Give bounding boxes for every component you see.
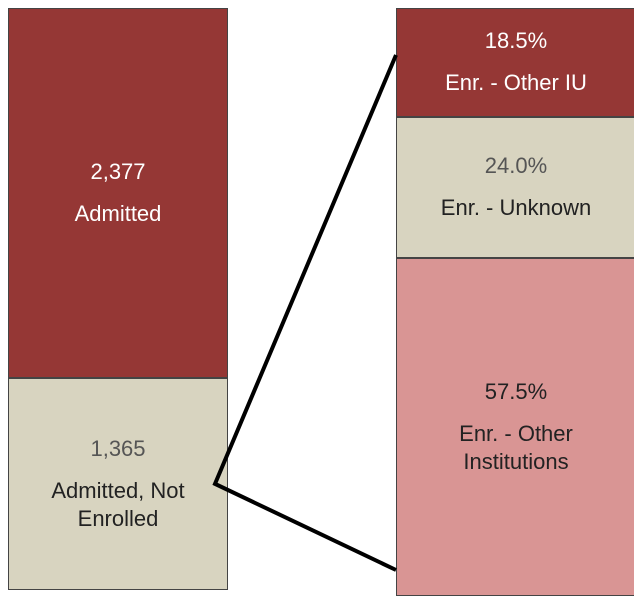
bar-segment: 24.0% Enr. - Unknown [396, 116, 634, 258]
segment-label: Enr. - Unknown [440, 195, 592, 221]
segment-label: Admitted [74, 200, 162, 226]
segment-label: Enr. - Other IU [445, 70, 587, 96]
value-label: 1,365 [90, 435, 146, 461]
value-label: 57.5% [484, 378, 548, 404]
bar-segment: 57.5% Enr. - Other Institutions [396, 257, 634, 596]
connector-lines [212, 54, 398, 572]
segment-label: Admitted, Not Enrolled [51, 477, 185, 531]
value-label: 18.5% [484, 28, 548, 54]
bar-segment: 18.5% Enr. - Other IU [396, 8, 634, 117]
bar-segment: 1,365 Admitted, Not Enrolled [8, 377, 228, 590]
bar-segment: 2,377 Admitted [8, 8, 228, 378]
value-label: 2,377 [90, 158, 146, 184]
segment-label: Enr. - Other Institutions [459, 420, 573, 474]
value-label: 24.0% [484, 153, 548, 179]
